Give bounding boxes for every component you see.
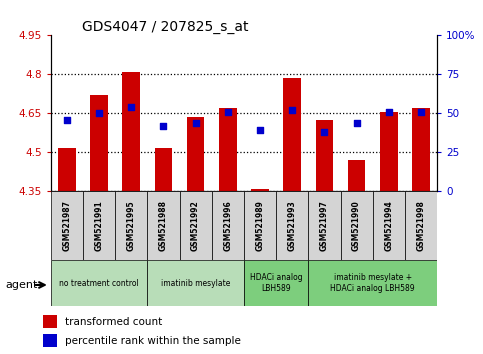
- Text: transformed count: transformed count: [65, 316, 163, 326]
- Text: GSM521995: GSM521995: [127, 200, 136, 251]
- Bar: [155, 148, 172, 191]
- Point: [63, 117, 71, 122]
- Text: agent: agent: [6, 280, 38, 290]
- Bar: [348, 160, 366, 191]
- Bar: [43, 334, 57, 347]
- Point: [192, 120, 199, 125]
- Point: [353, 120, 360, 125]
- Bar: [58, 148, 76, 191]
- Bar: [147, 191, 180, 260]
- Bar: [380, 112, 398, 191]
- Bar: [244, 191, 276, 260]
- Text: GSM521989: GSM521989: [256, 200, 265, 251]
- Text: GSM521994: GSM521994: [384, 200, 393, 251]
- Text: no treatment control: no treatment control: [59, 279, 139, 288]
- Point: [288, 107, 296, 113]
- Bar: [180, 191, 212, 260]
- Bar: [147, 260, 244, 306]
- Bar: [284, 78, 301, 191]
- Point: [417, 109, 425, 115]
- Bar: [373, 191, 405, 260]
- Text: GSM521998: GSM521998: [416, 200, 426, 251]
- Text: GSM521991: GSM521991: [95, 200, 103, 251]
- Bar: [90, 95, 108, 191]
- Bar: [115, 191, 147, 260]
- Point: [95, 110, 103, 116]
- Bar: [122, 72, 140, 191]
- Bar: [212, 191, 244, 260]
- Bar: [51, 191, 83, 260]
- Bar: [187, 117, 204, 191]
- Bar: [341, 191, 373, 260]
- Text: GSM521988: GSM521988: [159, 200, 168, 251]
- Text: imatinib mesylate: imatinib mesylate: [161, 279, 230, 288]
- Text: GSM521997: GSM521997: [320, 200, 329, 251]
- Bar: [412, 108, 430, 191]
- Text: imatinib mesylate +
HDACi analog LBH589: imatinib mesylate + HDACi analog LBH589: [330, 274, 415, 293]
- Point: [321, 129, 328, 135]
- Point: [128, 104, 135, 110]
- Text: GSM521990: GSM521990: [352, 200, 361, 251]
- Text: GSM521993: GSM521993: [288, 200, 297, 251]
- Bar: [244, 260, 308, 306]
- Bar: [315, 120, 333, 191]
- Bar: [51, 260, 147, 306]
- Text: GDS4047 / 207825_s_at: GDS4047 / 207825_s_at: [82, 21, 248, 34]
- Text: GSM521987: GSM521987: [62, 200, 71, 251]
- Point: [256, 127, 264, 133]
- Bar: [308, 191, 341, 260]
- Bar: [251, 189, 269, 191]
- Bar: [43, 315, 57, 328]
- Text: GSM521992: GSM521992: [191, 200, 200, 251]
- Point: [159, 123, 167, 129]
- Bar: [308, 260, 437, 306]
- Text: percentile rank within the sample: percentile rank within the sample: [65, 336, 241, 346]
- Text: GSM521996: GSM521996: [223, 200, 232, 251]
- Bar: [405, 191, 437, 260]
- Bar: [276, 191, 308, 260]
- Point: [385, 109, 393, 115]
- Bar: [219, 108, 237, 191]
- Point: [224, 109, 232, 115]
- Text: HDACi analog
LBH589: HDACi analog LBH589: [250, 274, 302, 293]
- Bar: [83, 191, 115, 260]
